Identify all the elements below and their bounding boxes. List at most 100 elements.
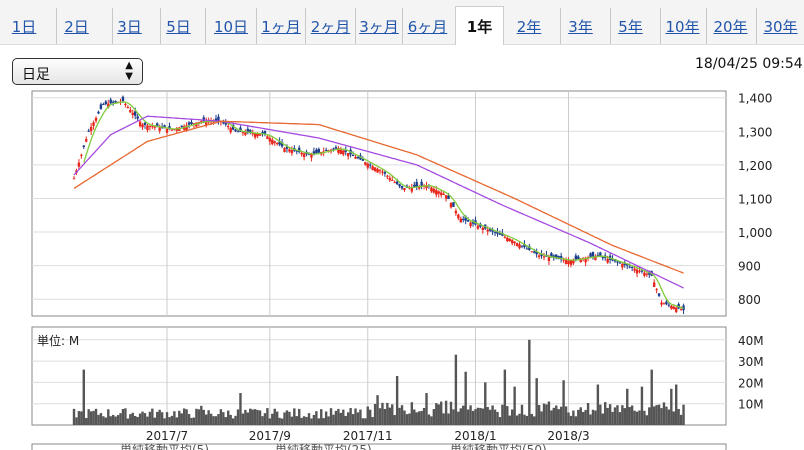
range-tab-3[interactable]: 3日 [112,8,146,44]
range-tab-8[interactable]: 3ヶ月 [355,8,402,44]
range-tab-13[interactable]: 5年 [610,8,650,44]
candle-body [200,121,203,123]
range-tab-11[interactable]: 2年 [516,17,542,36]
range-tab-14[interactable]: 10年 [660,8,704,44]
volume-bar [457,411,460,425]
legend-item: 単純移動平均(50) [450,443,547,450]
volume-bar [665,406,668,425]
range-tab-5[interactable]: 10日 [205,8,256,44]
candle-body [537,255,541,257]
volume-bar [440,401,443,425]
volume-bar [655,405,658,425]
candle-body [131,112,134,115]
volume-bar [557,409,560,425]
range-tab-7[interactable]: 2ヶ月 [305,8,355,44]
price-tick-label: 900 [738,260,761,274]
candle-body [496,231,499,234]
volume-bar [324,411,328,425]
candle-body [442,193,445,195]
volume-bar [437,404,440,425]
volume-bar [342,409,345,425]
range-tab-2[interactable]: 2日 [56,8,96,44]
range-tab-6[interactable]: 1ヶ月 [256,8,305,44]
candle-body [562,259,565,261]
candle-body [381,171,384,173]
candle-body [339,149,343,155]
candle-body [136,116,139,119]
range-tab-15[interactable]: 20年 [706,8,754,44]
candle-body [638,270,641,272]
candle-body [657,293,661,296]
range-tab-4[interactable]: 5日 [160,8,196,44]
volume-bar [298,408,301,425]
range-tab-1[interactable]: 1日 [11,17,37,36]
candle-body [253,133,257,138]
candle-body [251,133,254,135]
candle-body [652,282,656,287]
volume-bar [72,408,76,425]
volume-bar [462,405,465,425]
candle-body [143,122,147,126]
volume-bar [601,413,604,425]
volume-bar [249,408,252,425]
volume-bar [138,413,142,425]
candle-body [312,151,316,154]
volume-bar [425,393,428,425]
candle-body [107,103,110,108]
volume-bar [417,411,421,425]
candle-body [138,121,142,127]
volume-bar [408,413,411,425]
candle-body [645,273,649,275]
candle-body [535,251,538,255]
volume-bar [329,408,333,425]
candle-body [572,259,575,264]
volume-bar [611,411,614,425]
candle-body [462,219,465,221]
volume-bar [606,407,609,425]
period-select[interactable]: 日足 ▲ ▼ [12,58,143,85]
candle-body [567,260,570,265]
volume-tick-label: 40M [738,334,764,348]
range-tab-16[interactable]: 30年 [756,8,804,44]
volume-bar [432,409,436,425]
volume-bar [506,406,509,425]
candle-body [611,258,614,261]
candle-body [337,148,340,153]
volume-bar [452,409,455,425]
candle-body [606,258,609,263]
candle-body [440,192,443,196]
range-tab-9[interactable]: 6ヶ月 [402,8,452,44]
candle-body [317,148,320,153]
range-tab-12[interactable]: 3年 [560,8,600,44]
volume-bar [574,416,578,425]
volume-bar [320,409,323,425]
volume-bar [589,414,592,425]
volume-bar [530,413,533,425]
candle-body [403,188,406,191]
candle-body [547,257,551,262]
volume-bar [258,410,262,425]
candle-body [99,104,103,109]
volume-bar [403,410,406,425]
volume-bar [356,412,360,425]
candle-body [503,236,507,238]
candle-body [165,128,169,133]
candle-body [569,260,573,265]
candle-body [334,147,338,149]
volume-bar [89,411,93,425]
volume-bar [102,416,105,425]
candle-body [395,181,399,185]
volume-bar [236,409,240,425]
candle-body [430,187,433,192]
candle-body [599,252,602,257]
candle-body [192,123,196,125]
candle-body [388,177,391,181]
volume-bar [469,405,472,425]
candle-body [288,149,291,152]
volume-bar [182,408,186,425]
volume-bar [156,411,159,425]
candle-body [151,126,154,128]
range-tab-10[interactable]: 1年 [455,6,504,45]
candle-body [156,123,159,128]
volume-bar [675,384,678,425]
